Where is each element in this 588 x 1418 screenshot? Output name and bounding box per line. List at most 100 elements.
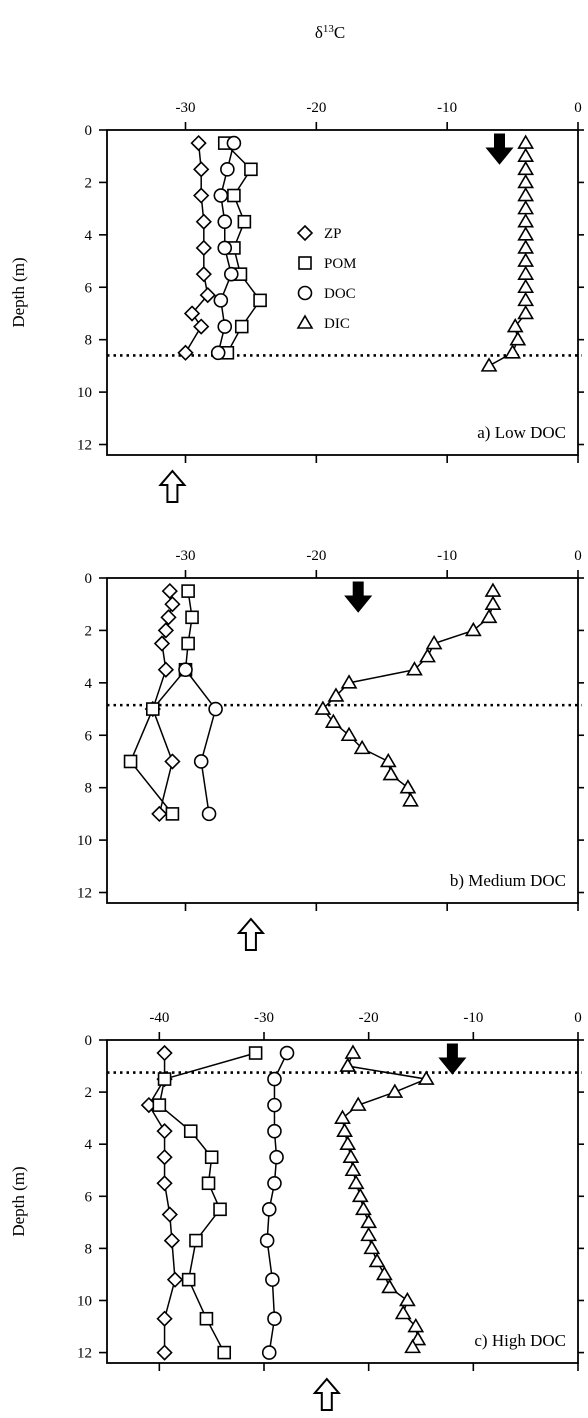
data-point-dic [419, 648, 436, 663]
data-point-doc [178, 662, 193, 678]
series-dic [314, 582, 502, 807]
panels: -30 -20 -10 0 0 2 4 6 8 10 12 Depth (m) a) Low DOC ZP… [9, 100, 584, 1411]
data-point-doc [269, 1149, 284, 1165]
data-point-dic [504, 344, 521, 359]
data-point-dic [351, 1187, 369, 1203]
data-point-dic [327, 687, 345, 702]
legend-marker-zp [296, 224, 314, 242]
plot-frame [106, 577, 579, 904]
data-point-dic [509, 331, 527, 346]
data-point-dic [386, 1083, 404, 1098]
data-point-dic [340, 674, 358, 689]
data-point-dic [353, 739, 371, 755]
figure-top-label: δ13C [315, 23, 345, 42]
plot-frame [106, 129, 579, 456]
data-point-doc [210, 345, 226, 361]
data-point-pom [227, 188, 241, 203]
chart-panel-1: -30 -20 -10 0 0 2 4 6 8 10 12 Depth (m) a) Low DOC ZP… [9, 100, 584, 503]
x-tick-label: 0 [574, 1010, 582, 1026]
y-tick-label: 0 [85, 123, 93, 139]
data-point-doc [267, 1097, 282, 1113]
data-point-pom [181, 584, 195, 598]
data-point-dic [339, 1057, 357, 1072]
data-point-dic [379, 752, 397, 768]
data-point-dic [342, 1148, 360, 1164]
data-point-dic [517, 147, 535, 163]
series-line-zp [147, 1053, 176, 1353]
data-point-dic [517, 265, 535, 280]
data-point-dic [506, 317, 524, 333]
filled-arrow-icon [344, 581, 373, 613]
data-point-zp [164, 596, 181, 613]
data-point-pom [123, 754, 138, 769]
data-point-pom [189, 1233, 203, 1248]
data-point-pom [199, 1311, 214, 1326]
data-point-dic [407, 1317, 425, 1333]
data-point-doc [267, 1175, 282, 1191]
data-point-dic [399, 1291, 416, 1307]
data-point-dic [324, 713, 342, 728]
data-point-dic [417, 1070, 435, 1085]
data-point-pom [152, 1098, 167, 1112]
series-line-dic [488, 143, 527, 367]
y-tick-label: 2 [85, 623, 93, 639]
data-point-zp [195, 213, 212, 230]
data-point-pom [201, 1176, 216, 1191]
data-point-doc [213, 188, 229, 203]
data-point-dic [480, 608, 498, 624]
data-point-zp [157, 661, 175, 678]
series-zp [177, 134, 216, 361]
data-point-zp [193, 187, 210, 204]
data-point-pom [253, 293, 267, 308]
data-point-pom [213, 1202, 227, 1217]
data-point-dic [360, 1213, 378, 1229]
series-dic [334, 1044, 435, 1354]
data-point-pom [217, 1345, 232, 1360]
data-point-dic [363, 1239, 381, 1255]
data-point-pom [204, 1150, 219, 1165]
element-symbol: C [334, 23, 345, 42]
y-tick-label: 8 [85, 781, 93, 797]
data-point-dic [517, 173, 535, 189]
data-point-zp [183, 305, 201, 322]
data-point-zp [160, 609, 177, 626]
data-point-doc [217, 214, 233, 230]
data-point-dic [425, 634, 443, 650]
data-point-pom [145, 702, 160, 716]
data-point-dic [517, 160, 535, 176]
y-tick-label: 0 [85, 1033, 93, 1049]
data-point-zp [156, 1175, 173, 1192]
y-axis-label: Depth (m) [9, 257, 28, 327]
data-point-zp [156, 1344, 173, 1361]
series-line-doc [184, 669, 217, 814]
x-tick-label: 0 [574, 548, 582, 564]
x-tick-label: -20 [359, 1010, 379, 1026]
data-point-doc [267, 1071, 282, 1087]
filled-arrow-icon [485, 133, 514, 165]
data-point-dic [517, 252, 535, 267]
data-point-doc [267, 1311, 282, 1327]
data-point-dic [334, 1109, 351, 1124]
data-point-zp [193, 161, 210, 178]
data-point-dic [340, 726, 358, 742]
x-tick-label: -20 [306, 548, 326, 564]
series-line-dic [321, 591, 494, 801]
data-point-zp [151, 805, 168, 823]
y-tick-label: 0 [85, 571, 93, 587]
data-point-dic [517, 239, 535, 254]
data-point-pom [157, 1072, 172, 1086]
open-arrow-icon [312, 1377, 341, 1411]
y-tick-label: 10 [77, 1293, 92, 1309]
panel-label: a) Low DOC [477, 423, 566, 442]
data-point-pom [183, 1124, 198, 1138]
legend-label-dic: DIC [324, 316, 350, 332]
x-tick-label: -30 [254, 1010, 274, 1026]
data-point-zp [193, 318, 210, 335]
data-point-doc [265, 1272, 280, 1287]
y-tick-label: 4 [85, 228, 93, 244]
plot-frame [106, 1039, 579, 1364]
data-point-doc [259, 1233, 275, 1248]
y-tick-label: 8 [85, 333, 93, 349]
data-point-dic [517, 226, 535, 241]
